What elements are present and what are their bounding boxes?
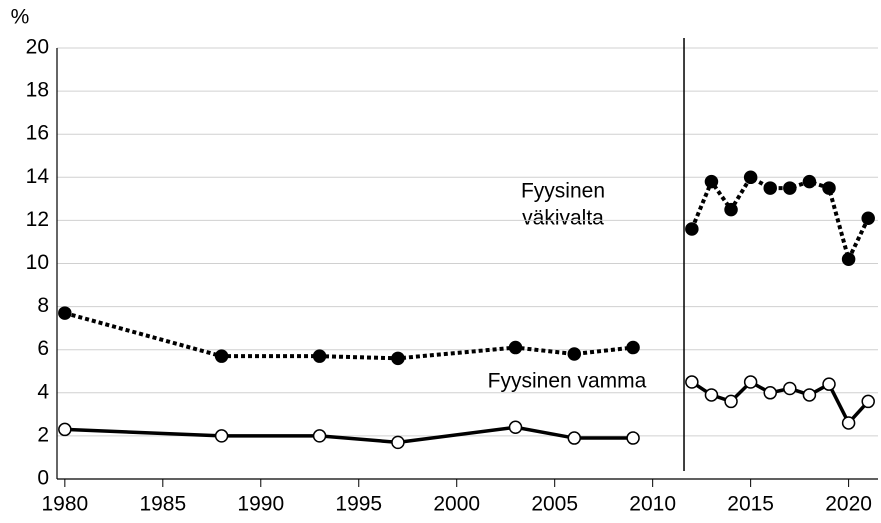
x-tick-label: 2015 xyxy=(727,493,774,516)
marker xyxy=(626,340,640,355)
marker xyxy=(214,349,229,363)
marker xyxy=(391,351,405,366)
y-tick-label: 10 xyxy=(26,251,49,274)
x-tick-label: 1980 xyxy=(41,493,88,516)
marker xyxy=(822,181,836,195)
marker xyxy=(783,381,797,396)
marker xyxy=(743,170,758,185)
series-line xyxy=(64,174,871,361)
marker xyxy=(724,394,738,409)
y-tick-label: 12 xyxy=(26,208,49,231)
x-tick-label: 1990 xyxy=(237,493,284,516)
x-tick-label: 2020 xyxy=(825,493,872,516)
y-tick-label: 0 xyxy=(37,467,49,490)
marker xyxy=(763,181,777,195)
marker xyxy=(626,431,640,445)
marker xyxy=(685,375,699,389)
y-tick-label: 20 xyxy=(26,36,49,59)
marker xyxy=(704,388,719,402)
annotation: Fyysinen xyxy=(521,180,605,203)
y-tick-label: 18 xyxy=(26,79,49,102)
annotation: Fyysinen vamma xyxy=(488,370,647,393)
marker xyxy=(802,174,817,189)
marker xyxy=(685,222,699,236)
marker xyxy=(841,252,856,266)
marker xyxy=(58,422,72,437)
marker xyxy=(312,429,327,443)
y-tick-label: 2 xyxy=(37,423,49,446)
marker xyxy=(214,429,229,443)
y-tick-label: 14 xyxy=(26,165,50,188)
marker xyxy=(508,340,523,355)
x-tick-label: 2000 xyxy=(433,493,480,516)
y-axis-label: % xyxy=(11,6,30,29)
x-tick-label: 1985 xyxy=(139,493,186,516)
annotation: väkivalta xyxy=(522,207,604,230)
marker xyxy=(822,377,836,391)
marker xyxy=(743,375,758,389)
series-line xyxy=(64,379,870,445)
marker xyxy=(391,435,405,450)
y-tick-label: 4 xyxy=(37,380,49,403)
marker xyxy=(704,174,719,189)
marker xyxy=(763,386,777,400)
x-tick-label: 1995 xyxy=(335,493,382,516)
marker xyxy=(783,181,797,195)
marker xyxy=(861,211,875,225)
y-tick-label: 6 xyxy=(37,337,49,360)
marker xyxy=(724,202,738,217)
marker xyxy=(58,306,72,320)
marker xyxy=(312,349,327,363)
marker xyxy=(802,388,817,402)
x-tick-label: 2005 xyxy=(531,493,578,516)
y-tick-label: 8 xyxy=(37,294,49,317)
marker xyxy=(508,420,523,435)
marker xyxy=(567,347,582,361)
marker xyxy=(861,394,875,409)
marker xyxy=(567,431,582,445)
x-tick-label: 2010 xyxy=(629,493,676,516)
y-tick-label: 16 xyxy=(26,122,49,145)
marker xyxy=(841,416,856,430)
